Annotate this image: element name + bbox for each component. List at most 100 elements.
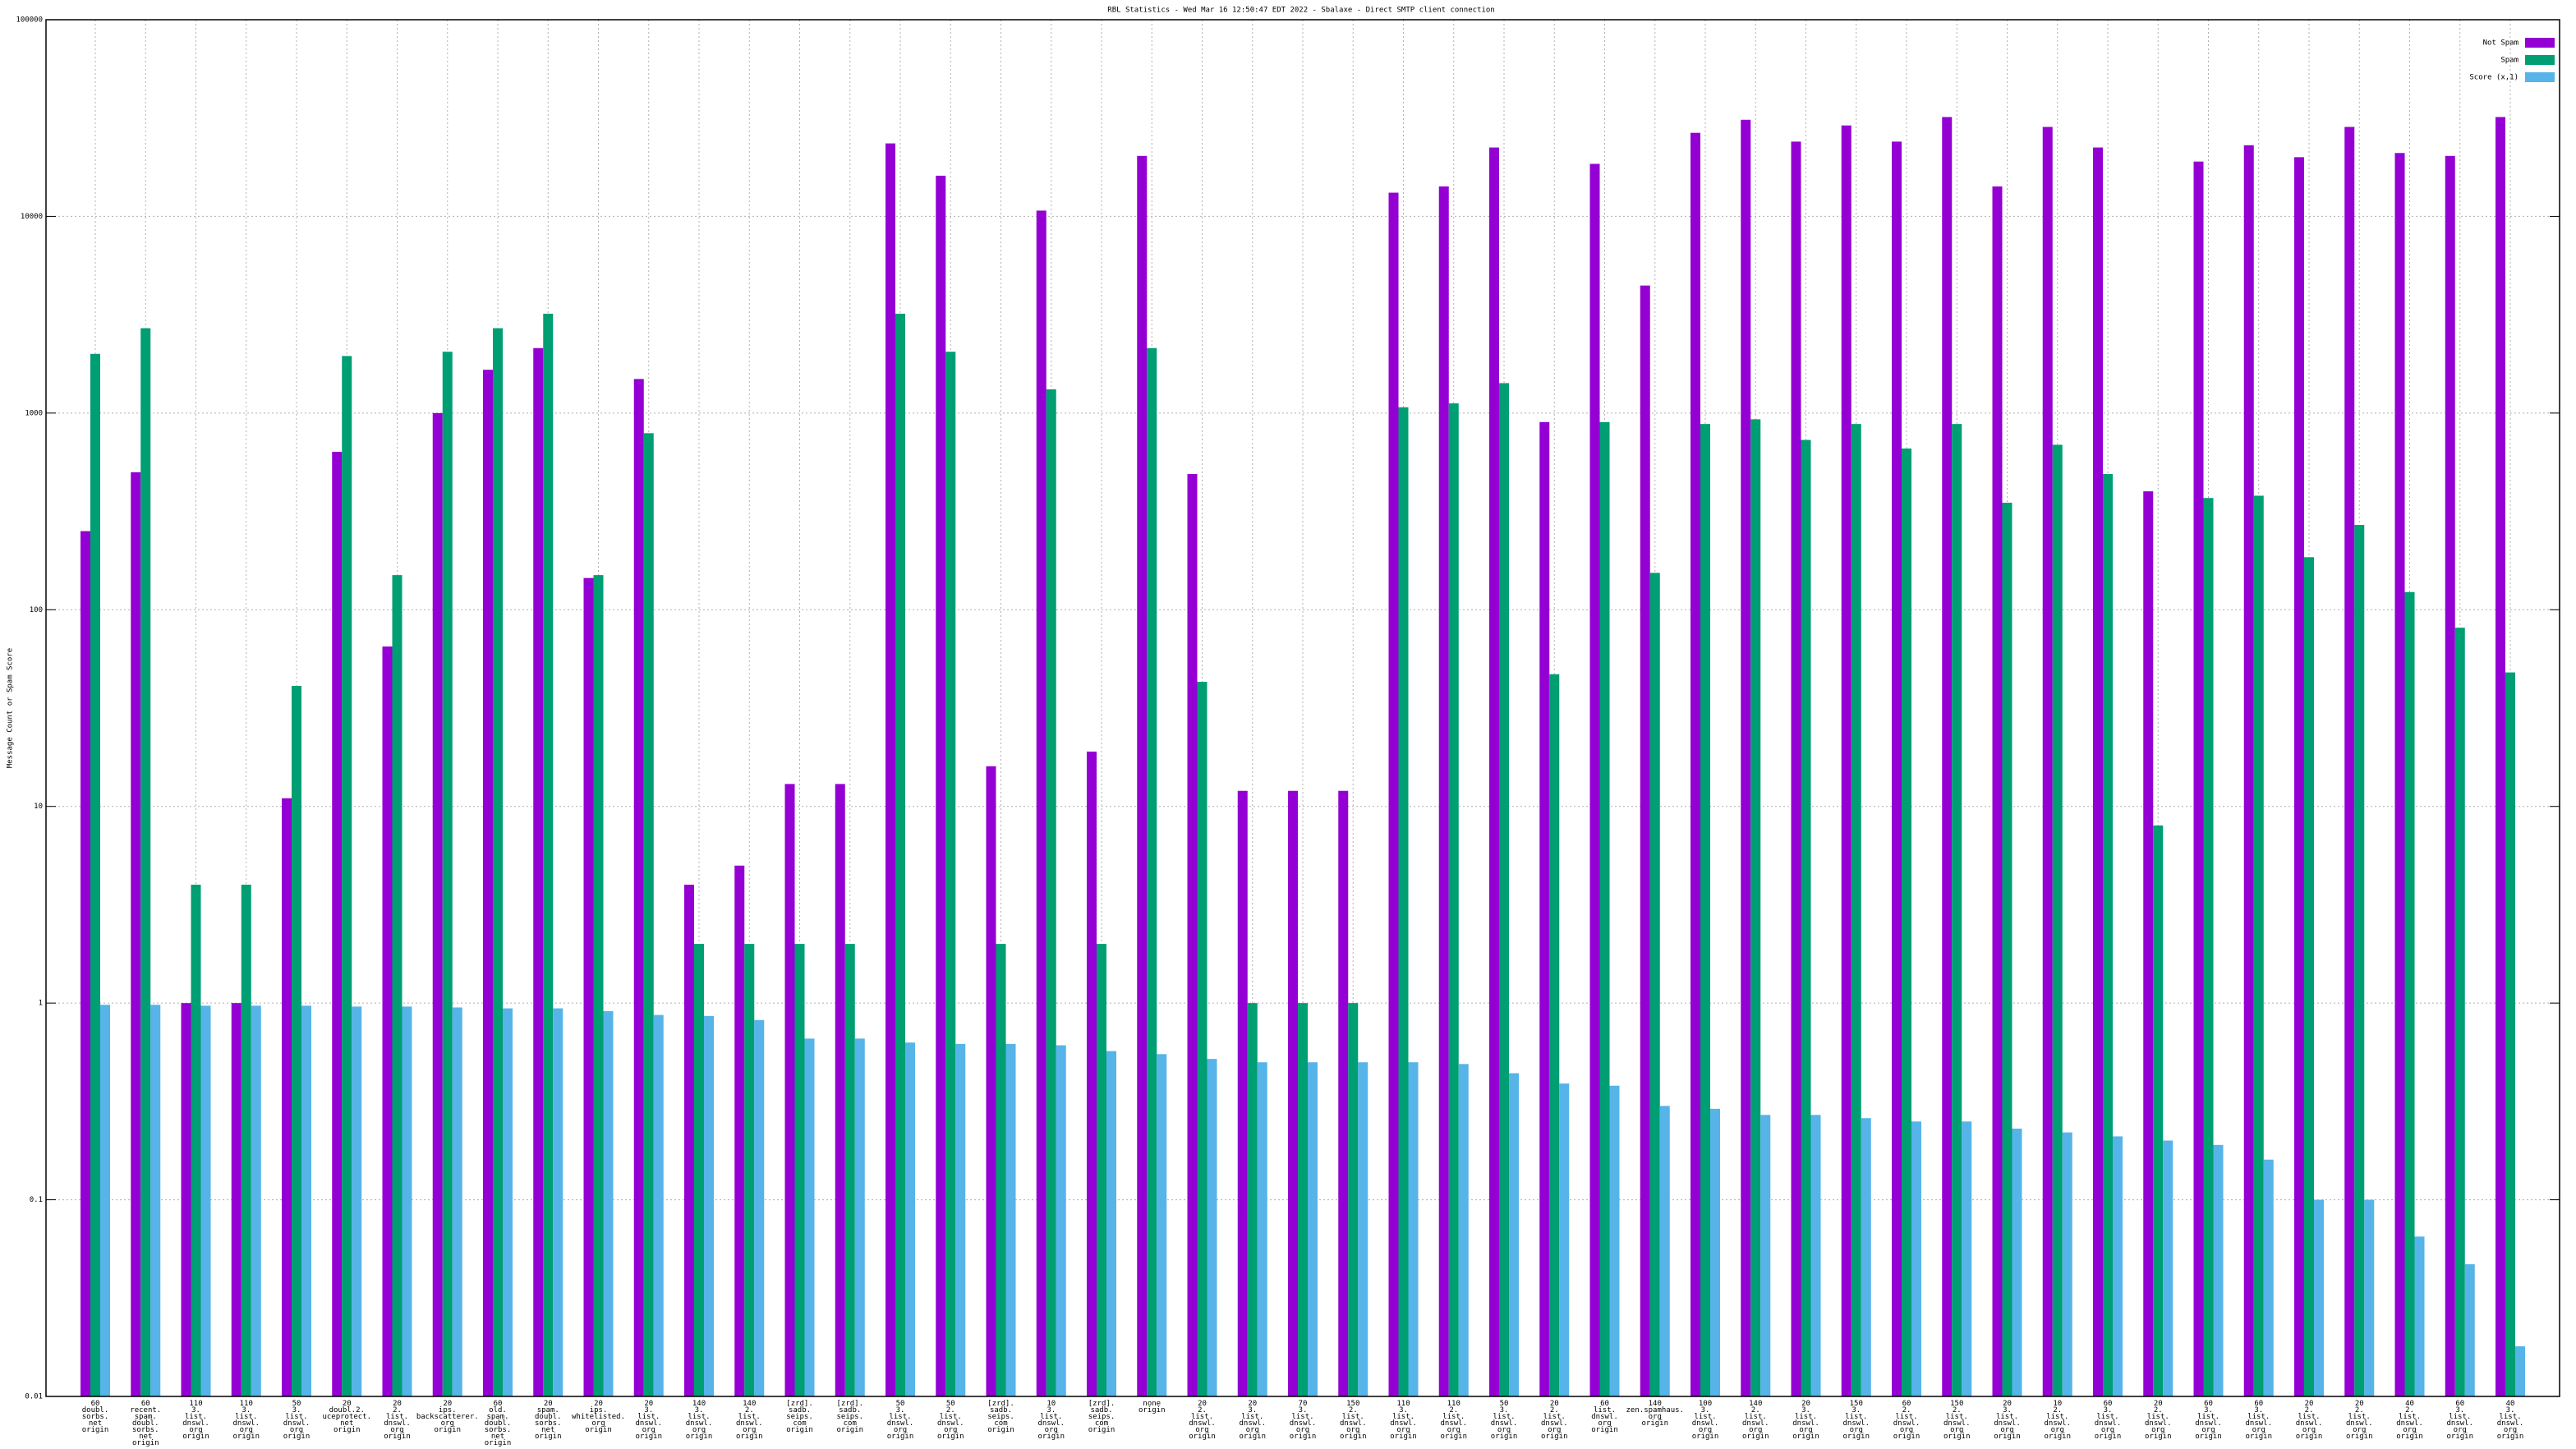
bar — [1509, 1073, 1519, 1396]
bar — [1338, 790, 1349, 1396]
bar — [1288, 790, 1298, 1396]
bar — [804, 1038, 815, 1396]
bar — [593, 575, 604, 1396]
x-tick-label: 20 2. list. dnswl. org origin — [2296, 1400, 2323, 1441]
bar — [452, 1007, 462, 1396]
bar — [503, 1008, 513, 1396]
bar — [794, 944, 805, 1396]
legend-label: Not Spam — [2483, 39, 2518, 48]
x-tick-label: 60 2. list. dnswl. org origin — [1893, 1400, 1920, 1441]
bar — [1137, 155, 1148, 1397]
bar — [1408, 1062, 1419, 1396]
x-tick-label: 150 2. list. dnswl. org origin — [1340, 1400, 1367, 1441]
bar — [1097, 944, 1106, 1396]
x-tick-label: 140 2. list. dnswl. org origin — [1742, 1400, 1769, 1441]
bar — [986, 766, 996, 1396]
bar — [2113, 1136, 2123, 1396]
bar — [905, 1042, 915, 1396]
bar — [402, 1006, 412, 1396]
bar — [2344, 126, 2355, 1396]
y-tick-label: 100 — [30, 606, 43, 614]
bar — [2062, 1132, 2072, 1396]
bar — [996, 944, 1006, 1396]
bar — [1750, 419, 1761, 1397]
bar — [1861, 1118, 1871, 1396]
x-tick-label: 40 3. list. dnswl. org origin — [2497, 1400, 2524, 1441]
x-tick-label: 140 3. list. dnswl. org origin — [686, 1400, 713, 1441]
bar — [886, 143, 895, 1396]
x-tick-label: 20 ips. backscatterer. org origin — [416, 1400, 479, 1434]
bar — [844, 944, 855, 1396]
x-tick-label: 50 3. list. dnswl. org origin — [283, 1400, 310, 1441]
bar — [533, 347, 544, 1397]
x-tick-label: 70 3. list. dnswl. org origin — [1290, 1400, 1317, 1441]
bar — [1348, 1003, 1359, 1396]
bar — [1438, 186, 1449, 1396]
bar — [1942, 117, 1953, 1397]
bar — [1659, 1106, 1670, 1396]
bar — [2314, 1199, 2324, 1396]
bar — [80, 531, 90, 1396]
bar — [2263, 1159, 2274, 1396]
bar — [1197, 682, 1208, 1396]
bar — [603, 1010, 614, 1396]
bar — [342, 356, 352, 1397]
bar — [1207, 1059, 1217, 1396]
bar — [1992, 186, 2003, 1396]
x-tick-label: 60 3. list. dnswl. org origin — [2195, 1400, 2222, 1441]
bar — [1157, 1054, 1167, 1396]
x-tick-label: 20 2. list. dnswl. org origin — [2346, 1400, 2373, 1441]
bar — [1458, 1064, 1469, 1396]
bar — [684, 884, 694, 1396]
bar — [835, 784, 845, 1396]
x-tick-label: 60 3. list. dnswl. org origin — [2245, 1400, 2272, 1441]
y-tick-label: 0.1 — [30, 1196, 43, 1204]
bar — [1791, 141, 1801, 1396]
bar — [2464, 1264, 2475, 1396]
x-tick-label: 20 ips. whitelisted. org origin — [572, 1400, 625, 1434]
bar — [754, 1019, 765, 1396]
x-tick-label: 110 3. list. dnswl. org origin — [232, 1400, 260, 1441]
bar — [895, 313, 905, 1396]
x-tick-label: 50 2. list. dnswl. org origin — [937, 1400, 964, 1441]
bar — [945, 352, 956, 1396]
bar — [583, 577, 594, 1396]
bar — [2445, 155, 2455, 1397]
bar — [1902, 448, 1911, 1396]
x-tick-label: [zrd]. sadb. seips. com origin — [836, 1400, 863, 1434]
bar — [140, 328, 151, 1397]
x-tick-label: [zrd]. sadb. seips. com origin — [786, 1400, 813, 1434]
legend-label: Score (x,1) — [2469, 74, 2518, 82]
bar — [784, 784, 795, 1396]
bar — [1056, 1045, 1066, 1396]
x-tick-label: 60 3. list. dnswl. org origin — [2095, 1400, 2122, 1441]
x-tick-label: 10 3. list. dnswl. org origin — [1037, 1400, 1065, 1441]
x-tick-label: 110 2. list. dnswl. org origin — [1440, 1400, 1467, 1441]
x-tick-label: 140 2. list. dnswl. org origin — [736, 1400, 763, 1441]
bar — [2414, 1236, 2425, 1396]
bar — [633, 379, 644, 1397]
x-tick-label: 150 3. list. dnswl. org origin — [1842, 1400, 1870, 1441]
bar — [1700, 424, 1710, 1396]
x-tick-label: 50 3. list. dnswl. org origin — [1491, 1400, 1518, 1441]
bar — [1649, 573, 1660, 1396]
x-tick-label: 20 spam. doubl. sorbs. net origin — [535, 1400, 562, 1441]
bar — [936, 175, 946, 1396]
x-tick-label: 40 2. list. dnswl. org origin — [2396, 1400, 2423, 1441]
bar — [100, 1005, 110, 1396]
bar — [1358, 1062, 1368, 1396]
bar — [1741, 119, 1751, 1396]
bar — [483, 370, 493, 1396]
bar — [1046, 389, 1056, 1397]
bar — [543, 313, 554, 1396]
x-tick-label: 60 old. spam. doubl. sorbs. net origin — [485, 1400, 512, 1447]
bar — [1801, 439, 1811, 1396]
bar — [2002, 503, 2012, 1396]
bar — [734, 865, 745, 1396]
bar — [1005, 1043, 1016, 1396]
y-axis-label: Message Count or Spam Score — [7, 648, 15, 768]
bar — [493, 328, 503, 1397]
y-tick-label: 0.01 — [25, 1393, 43, 1401]
bar — [2163, 1140, 2174, 1396]
